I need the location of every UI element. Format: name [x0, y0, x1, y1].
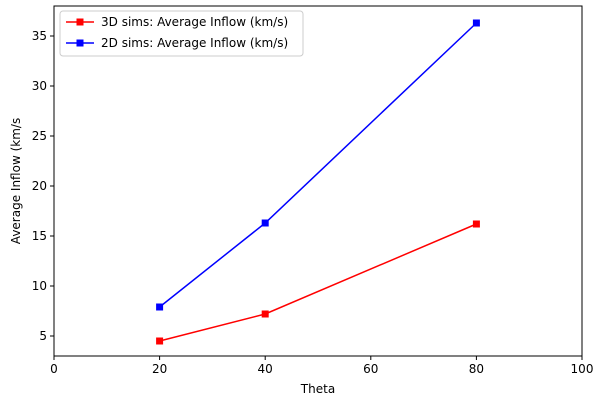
- ticks-layer: 0 20 40 60 80 100 5 10 15 20 25 30 35: [32, 29, 593, 376]
- plot-area: [54, 6, 582, 356]
- legend-entry-3d: 3D sims: Average Inflow (km/s): [66, 15, 288, 29]
- x-tick-label: 0: [50, 362, 58, 376]
- y-tick-label: 5: [39, 329, 47, 343]
- legend-label-3d: 3D sims: Average Inflow (km/s): [101, 15, 288, 29]
- data-point-3d: [472, 220, 480, 228]
- x-tick-label: 60: [363, 362, 378, 376]
- y-tick-label: 35: [32, 29, 47, 43]
- y-tick-label: 15: [32, 229, 47, 243]
- legend-entry-2d: 2D sims: Average Inflow (km/s): [66, 36, 288, 50]
- y-tick-label: 10: [32, 279, 47, 293]
- y-tick-label: 30: [32, 79, 47, 93]
- legend-marker-2d: [76, 39, 84, 47]
- series-layer: [156, 19, 480, 345]
- data-point-2d: [156, 303, 164, 311]
- plot-frame: [53, 5, 583, 357]
- x-tick-label: 40: [258, 362, 273, 376]
- data-point-2d: [261, 219, 269, 227]
- data-point-3d: [261, 310, 269, 318]
- legend: 3D sims: Average Inflow (km/s) 2D sims: …: [59, 10, 304, 57]
- x-tick-label: 80: [469, 362, 484, 376]
- x-tick-label: 100: [571, 362, 593, 376]
- x-axis-label: Theta: [300, 382, 335, 396]
- legend-marker-3d: [76, 18, 84, 26]
- y-axis-label: Average Inflow (km/s: [9, 118, 23, 244]
- y-tick-label: 20: [32, 179, 47, 193]
- legend-label-2d: 2D sims: Average Inflow (km/s): [101, 36, 288, 50]
- data-point-3d: [156, 337, 164, 345]
- x-tick-label: 20: [152, 362, 167, 376]
- y-tick-label: 25: [32, 129, 47, 143]
- legend-box: [59, 10, 304, 57]
- data-point-2d: [472, 19, 480, 27]
